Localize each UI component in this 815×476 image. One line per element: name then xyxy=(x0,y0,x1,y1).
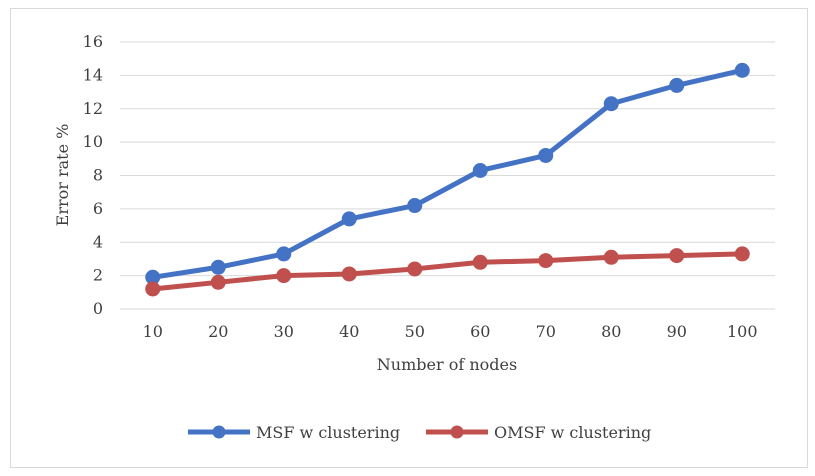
series-line xyxy=(150,251,745,292)
data-point xyxy=(734,62,750,78)
x-tick-label: 20 xyxy=(208,322,228,341)
data-point xyxy=(407,261,423,277)
series-2 xyxy=(145,246,750,297)
y-tick-label: 6 xyxy=(93,199,103,218)
x-tick-label: 80 xyxy=(601,322,621,341)
data-point xyxy=(210,259,226,275)
x-tick-label: 100 xyxy=(727,322,758,341)
data-point xyxy=(145,281,161,297)
legend-marker xyxy=(212,425,226,439)
y-tick-label: 8 xyxy=(93,166,103,185)
y-tick-label: 12 xyxy=(83,99,103,118)
gridlines xyxy=(120,41,775,310)
data-point xyxy=(538,147,554,163)
x-tick-label: 60 xyxy=(470,322,490,341)
x-tick-label: 90 xyxy=(667,322,687,341)
x-tick-label: 40 xyxy=(339,322,359,341)
x-tick-label: 30 xyxy=(274,322,294,341)
y-axis-title: Error rate % xyxy=(53,124,72,227)
legend: MSF w clustering OMSF w clustering xyxy=(188,423,651,442)
data-point xyxy=(603,96,619,112)
legend-marker xyxy=(450,425,464,439)
y-tick-label: 16 xyxy=(83,32,103,51)
data-point xyxy=(538,253,554,269)
y-tick-labels: 0 2 4 6 8 10 12 14 16 xyxy=(83,32,103,318)
y-tick-label: 14 xyxy=(83,65,103,84)
series-group xyxy=(145,62,750,297)
data-point xyxy=(210,274,226,290)
data-point xyxy=(145,269,161,285)
data-point xyxy=(669,248,685,264)
x-tick-labels: 10 20 30 40 50 60 70 80 90 100 xyxy=(143,322,758,341)
data-point xyxy=(407,198,423,214)
x-tick-label: 10 xyxy=(143,322,163,341)
data-point xyxy=(472,254,488,270)
legend-item-2: OMSF w clustering xyxy=(426,423,651,442)
series-line xyxy=(150,67,745,280)
data-point xyxy=(669,77,685,93)
x-tick-label: 50 xyxy=(405,322,425,341)
series-1 xyxy=(145,62,750,285)
legend-label: MSF w clustering xyxy=(256,423,400,442)
y-tick-label: 0 xyxy=(93,299,103,318)
data-point xyxy=(276,246,292,262)
x-tick-label: 70 xyxy=(536,322,556,341)
y-tick-label: 10 xyxy=(83,132,103,151)
data-point xyxy=(276,268,292,284)
legend-item-1: MSF w clustering xyxy=(188,423,400,442)
data-point xyxy=(341,266,357,282)
data-point xyxy=(341,211,357,227)
y-tick-label: 4 xyxy=(93,232,103,251)
data-point xyxy=(603,249,619,265)
x-axis-title: Number of nodes xyxy=(377,355,517,374)
legend-label: OMSF w clustering xyxy=(494,423,651,442)
data-point xyxy=(472,162,488,178)
data-point xyxy=(734,246,750,262)
y-tick-label: 2 xyxy=(93,266,103,285)
